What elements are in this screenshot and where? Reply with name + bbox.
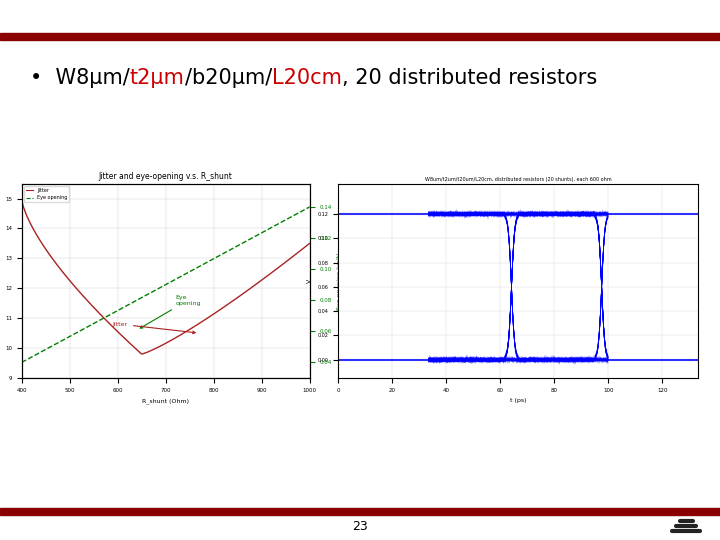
Bar xyxy=(0,508,720,515)
Text: Best case when each shunt is 600 ohm: Best case when each shunt is 600 ohm xyxy=(375,323,645,336)
Title: W8um/t2um/t20um/L20cm, distributed resistors (20 shunts), each 600 ohm: W8um/t2um/t20um/L20cm, distributed resis… xyxy=(425,177,612,182)
X-axis label: R_shunt (Ohm): R_shunt (Ohm) xyxy=(142,399,189,404)
Text: •  W8μm/: • W8μm/ xyxy=(30,68,130,88)
Text: t2μm: t2μm xyxy=(130,68,184,88)
Bar xyxy=(0,33,720,40)
Text: , 20 distributed resistors: , 20 distributed resistors xyxy=(342,68,597,88)
Text: 23: 23 xyxy=(352,519,368,532)
Text: /b20μm/: /b20μm/ xyxy=(184,68,272,88)
Y-axis label: V: V xyxy=(307,279,312,283)
X-axis label: t (ps): t (ps) xyxy=(510,399,526,403)
Legend: Jitter, Eye opening: Jitter, Eye opening xyxy=(24,186,69,202)
Title: Jitter and eye-opening v.s. R_shunt: Jitter and eye-opening v.s. R_shunt xyxy=(99,172,233,181)
Text: Jitter: Jitter xyxy=(113,322,195,334)
Text: Eye
opening: Eye opening xyxy=(140,295,201,328)
Text: Jitter = 9.816 ps: Jitter = 9.816 ps xyxy=(375,343,503,356)
Text: Jitter & eye opening v.s. shunt value: Jitter & eye opening v.s. shunt value xyxy=(35,337,284,347)
Y-axis label: Eye opening (volt): Eye opening (volt) xyxy=(337,252,342,309)
Text: L20cm: L20cm xyxy=(272,68,342,88)
Text: Eye opening = 0.08379 V: Eye opening = 0.08379 V xyxy=(375,363,547,376)
